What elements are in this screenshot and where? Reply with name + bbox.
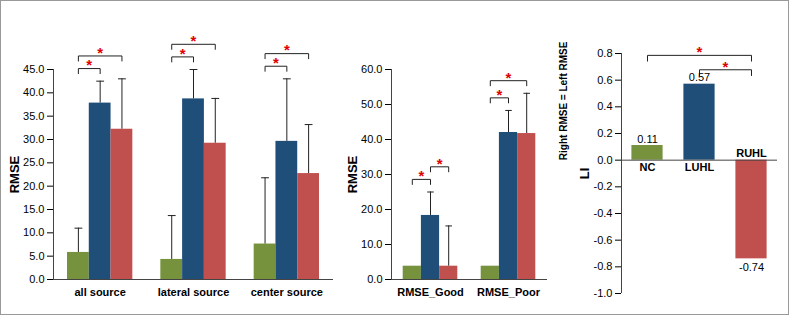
svg-text:lateral source: lateral source	[158, 286, 230, 298]
svg-text:0.0: 0.0	[597, 154, 612, 166]
svg-text:20.0: 20.0	[361, 203, 382, 215]
svg-text:RMSE_Poor: RMSE_Poor	[477, 286, 541, 298]
svg-text:*: *	[191, 32, 197, 49]
svg-text:*: *	[86, 56, 92, 73]
svg-text:60.0: 60.0	[361, 63, 382, 75]
svg-text:*: *	[506, 69, 512, 86]
svg-text:LUHL: LUHL	[685, 161, 715, 173]
svg-text:Right RMSE = Left RMSE: Right RMSE = Left RMSE	[558, 41, 569, 160]
svg-text:*: *	[180, 45, 186, 62]
svg-text:10.0: 10.0	[361, 238, 382, 250]
svg-text:0.8: 0.8	[597, 47, 612, 59]
svg-text:LI: LI	[577, 168, 592, 180]
svg-text:35.0: 35.0	[23, 110, 44, 122]
svg-text:0.0: 0.0	[29, 273, 44, 285]
svg-text:RMSE: RMSE	[345, 155, 360, 193]
svg-text:RMSE_Good: RMSE_Good	[397, 286, 464, 298]
svg-text:40.0: 40.0	[23, 86, 44, 98]
svg-text:45.0: 45.0	[23, 63, 44, 75]
svg-text:RMSE: RMSE	[7, 155, 22, 193]
svg-text:-1.0: -1.0	[594, 287, 613, 299]
svg-text:50.0: 50.0	[361, 98, 382, 110]
svg-text:center source: center source	[251, 286, 323, 298]
svg-text:-0.8: -0.8	[594, 260, 613, 272]
svg-text:*: *	[284, 41, 290, 58]
svg-text:40.0: 40.0	[361, 133, 382, 145]
svg-text:*: *	[697, 43, 703, 60]
svg-text:-0.6: -0.6	[594, 234, 613, 246]
svg-text:all source: all source	[74, 286, 125, 298]
svg-text:*: *	[496, 86, 502, 103]
svg-text:NC: NC	[640, 161, 656, 173]
svg-text:0.11: 0.11	[637, 133, 658, 145]
svg-text:10.0: 10.0	[23, 226, 44, 238]
svg-text:-0.74: -0.74	[739, 261, 764, 273]
svg-text:0.57: 0.57	[689, 71, 710, 83]
svg-text:-0.4: -0.4	[594, 207, 613, 219]
svg-text:*: *	[273, 54, 279, 71]
svg-text:20.0: 20.0	[23, 180, 44, 192]
svg-text:0.2: 0.2	[597, 127, 612, 139]
svg-text:0.0: 0.0	[367, 273, 382, 285]
svg-text:*: *	[437, 155, 443, 172]
svg-text:0.6: 0.6	[597, 74, 612, 86]
svg-text:*: *	[723, 58, 729, 75]
svg-text:5.0: 5.0	[29, 250, 44, 262]
svg-text:15.0: 15.0	[23, 203, 44, 215]
svg-text:*: *	[418, 167, 424, 184]
svg-text:0.4: 0.4	[597, 100, 612, 112]
svg-text:*: *	[97, 44, 103, 61]
svg-text:RUHL: RUHL	[736, 147, 767, 159]
svg-text:30.0: 30.0	[23, 133, 44, 145]
svg-text:30.0: 30.0	[361, 168, 382, 180]
svg-text:-0.2: -0.2	[594, 180, 613, 192]
svg-text:25.0: 25.0	[23, 156, 44, 168]
